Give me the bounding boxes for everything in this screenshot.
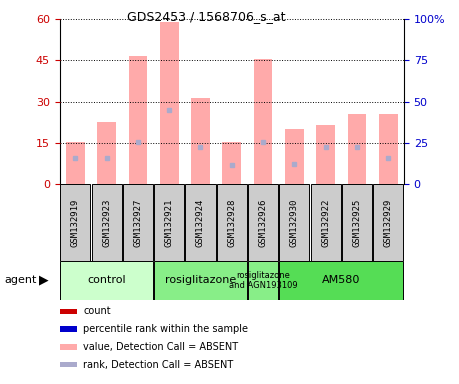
Bar	[285, 129, 304, 184]
Text: GSM132919: GSM132919	[71, 199, 80, 247]
Bar	[60, 344, 77, 350]
Bar	[248, 184, 278, 261]
Bar	[280, 184, 309, 261]
Bar	[60, 184, 90, 261]
Text: AM580: AM580	[322, 275, 360, 285]
Bar	[60, 309, 77, 314]
Bar	[254, 59, 273, 184]
Bar	[342, 184, 372, 261]
Bar	[373, 184, 403, 261]
Text: rosiglitazone
and AGN193109: rosiglitazone and AGN193109	[229, 271, 297, 290]
Text: GSM132923: GSM132923	[102, 199, 111, 247]
Text: GSM132928: GSM132928	[227, 199, 236, 247]
Bar	[160, 22, 179, 184]
Text: count: count	[83, 306, 111, 316]
Bar	[92, 184, 122, 261]
Text: percentile rank within the sample: percentile rank within the sample	[83, 324, 248, 334]
Bar	[316, 125, 335, 184]
Bar	[185, 184, 216, 261]
Text: control: control	[87, 275, 126, 285]
Text: ▶: ▶	[39, 274, 49, 287]
Text: GDS2453 / 1568706_s_at: GDS2453 / 1568706_s_at	[127, 10, 286, 23]
Text: rosiglitazone: rosiglitazone	[165, 275, 236, 285]
Bar	[280, 261, 403, 300]
Bar	[60, 261, 153, 300]
Bar	[223, 142, 241, 184]
Text: value, Detection Call = ABSENT: value, Detection Call = ABSENT	[83, 342, 238, 352]
Text: GSM132921: GSM132921	[165, 199, 174, 247]
Text: GSM132924: GSM132924	[196, 199, 205, 247]
Text: GSM132927: GSM132927	[134, 199, 142, 247]
Bar	[97, 122, 116, 184]
Text: rank, Detection Call = ABSENT: rank, Detection Call = ABSENT	[83, 360, 233, 370]
Bar	[311, 184, 341, 261]
Bar	[66, 142, 85, 184]
Bar	[154, 184, 184, 261]
Bar	[379, 114, 397, 184]
Text: GSM132929: GSM132929	[384, 199, 393, 247]
Bar	[154, 261, 247, 300]
Text: GSM132930: GSM132930	[290, 199, 299, 247]
Bar	[60, 326, 77, 332]
Text: GSM132926: GSM132926	[258, 199, 268, 247]
Bar	[248, 261, 278, 300]
Bar	[191, 98, 210, 184]
Bar	[123, 184, 153, 261]
Text: GSM132922: GSM132922	[321, 199, 330, 247]
Bar	[217, 184, 247, 261]
Bar	[60, 362, 77, 367]
Text: agent: agent	[5, 275, 37, 285]
Bar	[347, 114, 366, 184]
Text: GSM132925: GSM132925	[353, 199, 362, 247]
Bar	[129, 56, 147, 184]
